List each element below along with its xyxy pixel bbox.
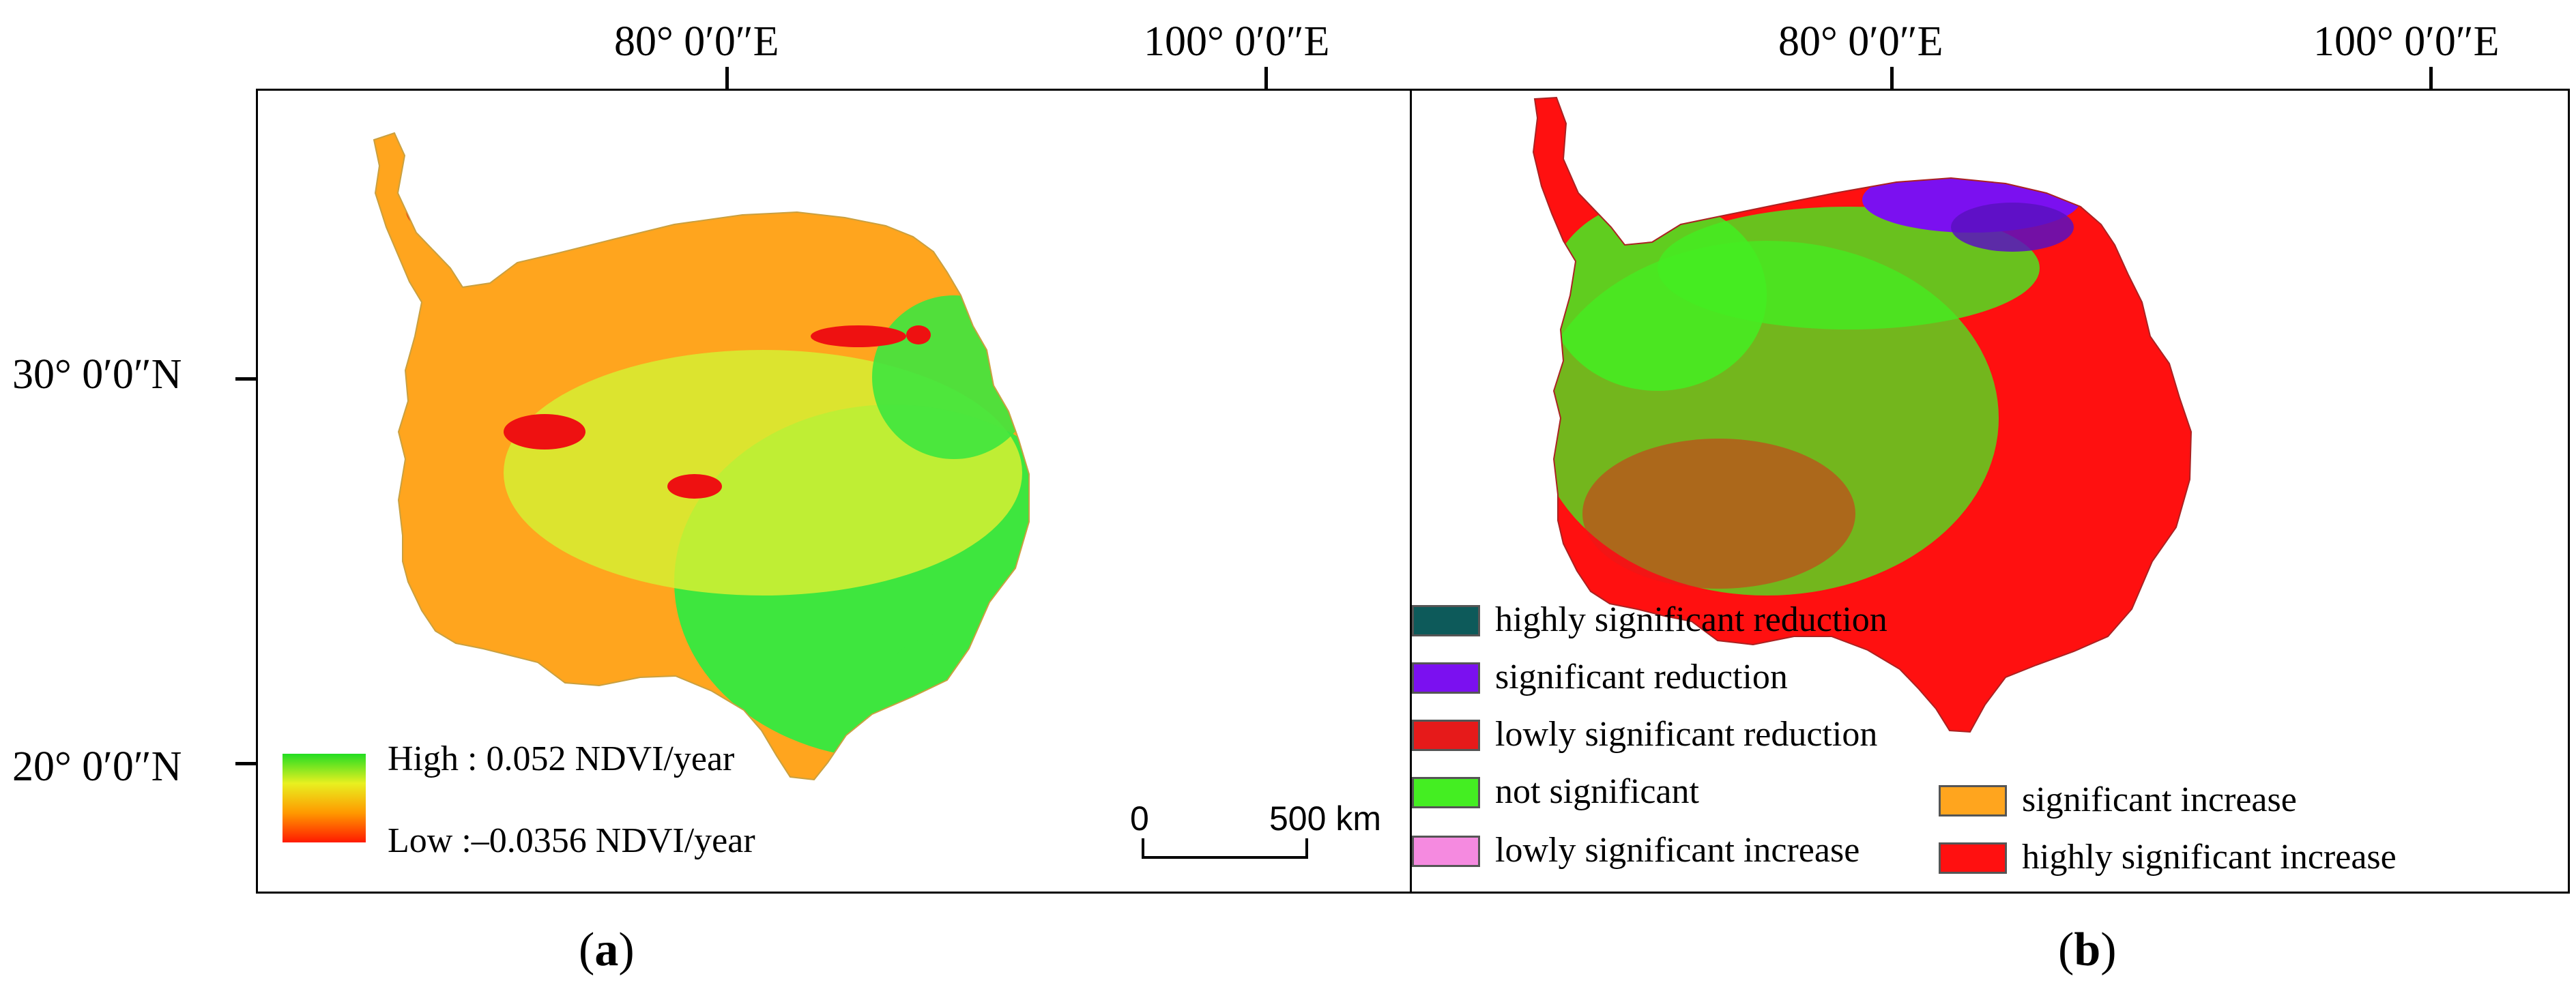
map-b-green-north: [1658, 207, 2040, 329]
longitude-tick-100e-b: [2429, 67, 2433, 90]
legend-swatch: [1939, 785, 2007, 817]
caption-panel-a: (a): [579, 924, 635, 976]
ndvi-slope-map: [373, 132, 1030, 780]
legend-label: lowly significant increase: [1495, 831, 1860, 870]
panel-a-ndvi-trend-map: High : 0.052 NDVI/year Low :–0.0356 NDVI…: [256, 89, 1412, 894]
map-a-red-patch-4: [667, 474, 722, 499]
panel-b-significance-map: highly significant reduction significant…: [1410, 89, 2570, 894]
significance-map: [1533, 97, 2192, 733]
latitude-tick-30n: [235, 377, 259, 381]
caption-panel-b: (b): [2058, 924, 2117, 976]
ndvi-gradient-bar: [283, 754, 366, 842]
map-b-purple-core: [1951, 203, 2074, 252]
scale-bar: [1142, 838, 1308, 859]
map-a-green-northeast: [872, 295, 1029, 459]
legend-swatch: [1412, 720, 1480, 751]
legend-swatch: [1939, 842, 2007, 874]
legend-swatch: [1412, 605, 1480, 636]
map-a-green-southeast: [879, 630, 1029, 752]
legend-label: highly significant increase: [2022, 838, 2397, 877]
longitude-tick-100e-a: [1264, 67, 1268, 90]
legend-label: not significant: [1495, 772, 1699, 811]
map-a-red-patch-1: [504, 414, 585, 450]
legend-label: significant increase: [2022, 780, 2297, 819]
legend-swatch: [1412, 777, 1480, 808]
longitude-tick-80e-b: [1890, 67, 1894, 90]
map-a-red-patch-3: [906, 325, 931, 344]
scale-bar-start-label: 0: [1130, 799, 1149, 838]
longitude-label-80e-b: 80° 0′0″E: [1778, 18, 1943, 65]
longitude-label-80e-a: 80° 0′0″E: [614, 18, 779, 65]
legend-low-label: Low :–0.0356 NDVI/year: [388, 821, 755, 860]
longitude-tick-80e-a: [725, 67, 729, 90]
latitude-label-30n: 30° 0′0″N: [12, 351, 182, 398]
longitude-label-100e-b: 100° 0′0″E: [2313, 18, 2500, 65]
legend-label: highly significant reduction: [1495, 600, 1887, 639]
scale-bar-end-label: 500 km: [1269, 799, 1381, 838]
map-b-dark-northwest: [1589, 132, 1644, 214]
legend-label: lowly significant reduction: [1495, 715, 1878, 754]
legend-high-label: High : 0.052 NDVI/year: [388, 739, 735, 778]
longitude-label-100e-a: 100° 0′0″E: [1144, 18, 1330, 65]
legend-label: significant reduction: [1495, 658, 1788, 696]
map-b-lowly-reduction: [1582, 439, 1855, 589]
legend-swatch: [1412, 662, 1480, 694]
latitude-label-20n: 20° 0′0″N: [12, 744, 182, 790]
legend-swatch: [1412, 836, 1480, 867]
latitude-tick-20n: [235, 762, 259, 765]
map-a-red-patch-2: [811, 325, 906, 347]
